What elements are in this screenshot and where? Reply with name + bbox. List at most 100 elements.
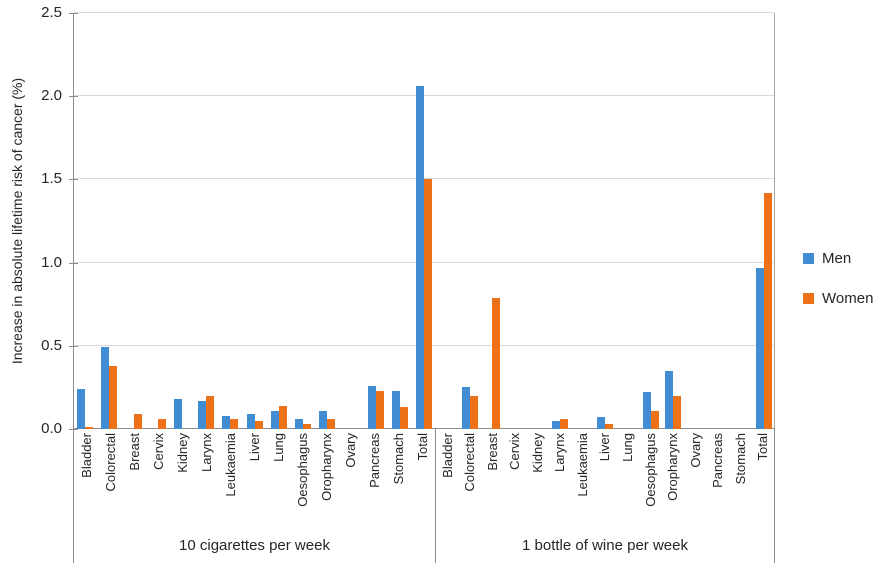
category-label-cell: Ovary: [339, 429, 363, 521]
legend-label-men: Men: [822, 250, 852, 267]
bar-men-total: [415, 86, 424, 429]
category-label-cell: Bladder: [436, 429, 459, 521]
y-tick-label-1.5: 1.5: [41, 170, 62, 188]
category-colorectal-bars: [459, 13, 482, 429]
category-label-liver: Liver: [597, 433, 613, 462]
x-axis-label-band: Bladder Colorectal Breast Cervix Kidney Laryn…: [73, 429, 775, 563]
category-label-liver: Liver: [246, 433, 262, 462]
category-stomach-bars: [388, 13, 412, 429]
category-label-cell: Kidney: [526, 429, 549, 521]
category-total-bars: [752, 13, 775, 429]
women-color-swatch-icon: [803, 293, 814, 304]
category-label-cell: Cervix: [504, 429, 527, 521]
category-label-cell: Colorectal: [98, 429, 122, 521]
bar-women-breast: [133, 414, 142, 429]
category-labels-wine: Bladder Colorectal Breast Cervix Kidney Laryn…: [436, 429, 774, 521]
bar-women-cervix: [157, 419, 166, 429]
bar-women-liver: [254, 421, 263, 429]
category-label-cell: Oropharynx: [315, 429, 339, 521]
bar-men-oropharynx: [665, 371, 674, 429]
category-label-breast: Breast: [126, 433, 142, 471]
category-label-cell: Pancreas: [706, 429, 729, 521]
category-label-cell: Liver: [594, 429, 617, 521]
bar-women-total: [763, 193, 772, 429]
bar-women-oesophagus: [302, 424, 311, 429]
gridline-y-2.0: [74, 95, 774, 97]
category-pancreas-bars: [707, 13, 730, 429]
category-leukaemia-bars: [218, 13, 242, 429]
category-label-oesophagus: Oesophagus: [295, 433, 311, 507]
bar-women-breast: [492, 298, 501, 429]
category-label-cell: Breast: [122, 429, 146, 521]
category-total-bars: [412, 13, 436, 429]
category-label-ovary: Ovary: [687, 433, 703, 468]
legend-label-women: Women: [822, 290, 874, 307]
bar-men-bladder: [77, 389, 86, 429]
legend-item-women: Women: [803, 290, 873, 307]
group-wine-labels: Bladder Colorectal Breast Cervix Kidney Laryn…: [436, 429, 775, 563]
legend-item-men: Men: [803, 250, 873, 267]
category-kidney-bars: [526, 13, 549, 429]
category-label-cell: Oropharynx: [661, 429, 684, 521]
y-tick-mark: [69, 345, 78, 347]
bar-men-oesophagus: [294, 419, 303, 429]
category-label-lung: Lung: [620, 433, 636, 462]
legend: Men Women: [803, 250, 873, 307]
group-wine-bars: [436, 13, 775, 429]
category-leukaemia-bars: [572, 13, 595, 429]
bar-men-total: [755, 268, 764, 429]
bar-women-pancreas: [375, 391, 384, 429]
category-label-leukaemia: Leukaemia: [222, 433, 238, 497]
category-label-cell: Larynx: [549, 429, 572, 521]
category-label-cell: Breast: [481, 429, 504, 521]
category-larynx-bars: [549, 13, 572, 429]
category-pancreas-bars: [363, 13, 387, 429]
category-label-colorectal: Colorectal: [102, 433, 118, 492]
category-label-cell: Lung: [616, 429, 639, 521]
group-label-wine: 1 bottle of wine per week: [522, 537, 688, 554]
category-label-cell: Leukaemia: [218, 429, 242, 521]
category-ovary-bars: [685, 13, 708, 429]
category-label-breast: Breast: [484, 433, 500, 471]
category-ovary-bars: [339, 13, 363, 429]
y-tick-mark: [69, 96, 78, 98]
bar-men-leukaemia: [222, 416, 231, 429]
category-label-cell: Lung: [267, 429, 291, 521]
category-breast-bars: [481, 13, 504, 429]
category-oropharynx-bars: [662, 13, 685, 429]
category-bladder-bars: [436, 13, 459, 429]
category-label-lung: Lung: [271, 433, 287, 462]
category-label-ovary: Ovary: [343, 433, 359, 468]
category-label-larynx: Larynx: [198, 433, 214, 473]
bar-women-liver: [605, 424, 614, 429]
bar-women-larynx: [206, 396, 215, 429]
bars-layer: [73, 13, 775, 429]
bar-men-larynx: [198, 401, 207, 429]
bar-men-larynx: [552, 421, 561, 429]
y-tick-mark: [69, 429, 78, 430]
men-color-swatch-icon: [803, 253, 814, 264]
category-label-total: Total: [415, 433, 431, 461]
category-label-cell: Pancreas: [363, 429, 387, 521]
category-label-cell: Colorectal: [459, 429, 482, 521]
y-tick-label-0.0: 0.0: [41, 420, 62, 437]
category-label-pancreas: Pancreas: [710, 433, 726, 488]
category-label-total: Total: [755, 433, 771, 461]
y-tick-mark: [69, 13, 78, 14]
bar-women-colorectal: [109, 366, 118, 429]
category-label-cell: Ovary: [684, 429, 707, 521]
category-label-cervix: Cervix: [150, 433, 166, 470]
bar-men-liver: [597, 417, 606, 429]
bar-women-leukaemia: [230, 419, 239, 429]
category-oesophagus-bars: [639, 13, 662, 429]
category-oesophagus-bars: [291, 13, 315, 429]
group-cigarettes-labels: Bladder Colorectal Breast Cervix Kidney Laryn…: [73, 429, 436, 563]
y-tick-mark: [69, 262, 78, 264]
bar-men-colorectal: [101, 347, 110, 429]
category-oropharynx-bars: [315, 13, 339, 429]
group-cigarettes-bars: [73, 13, 436, 429]
category-label-cell: Larynx: [194, 429, 218, 521]
category-label-colorectal: Colorectal: [462, 433, 478, 492]
bar-women-lung: [278, 406, 287, 429]
